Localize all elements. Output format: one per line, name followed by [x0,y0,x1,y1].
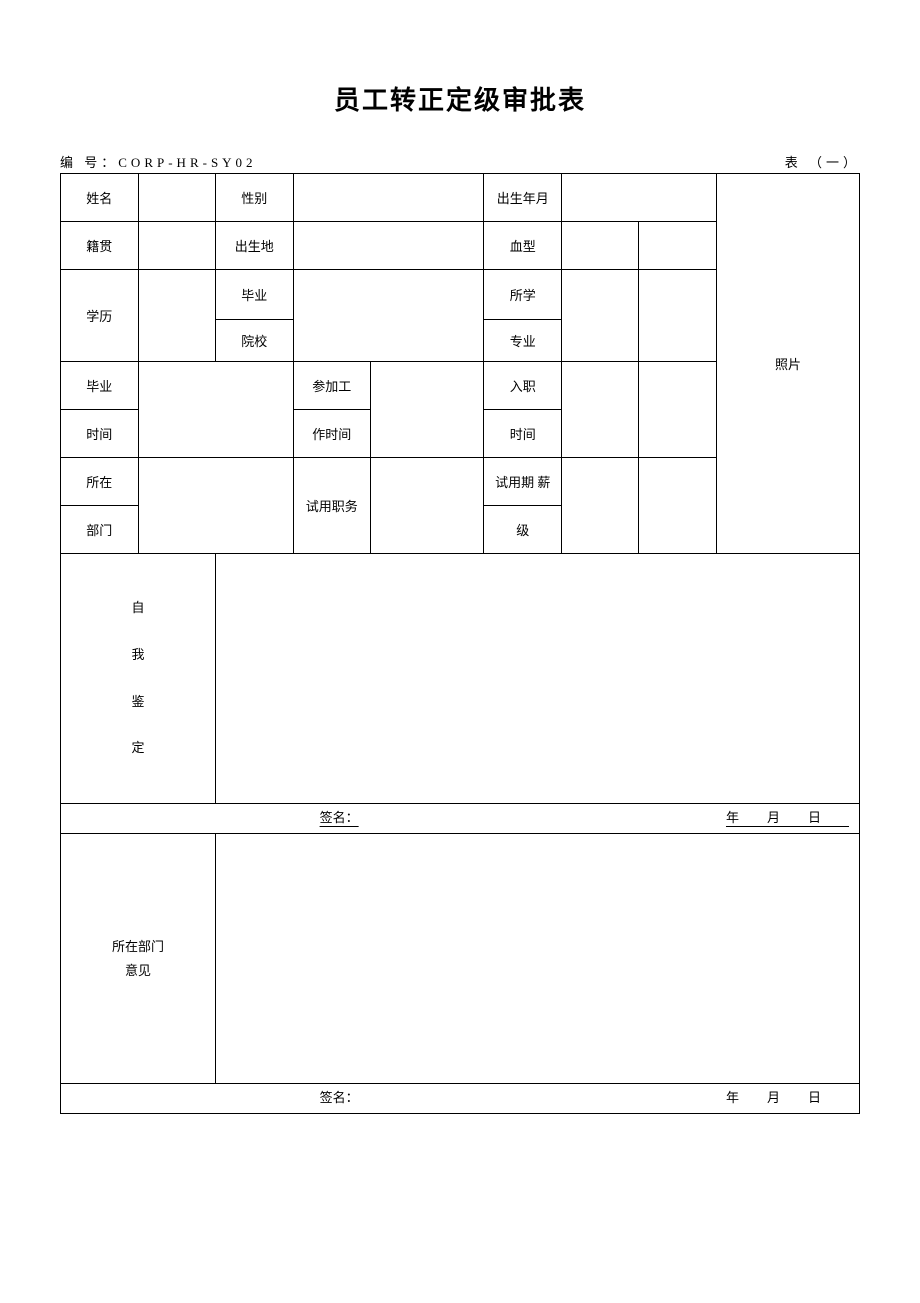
field-grad-school[interactable] [293,270,484,362]
field-major[interactable] [561,270,639,362]
date-label-2: 年月日 [569,1087,849,1106]
field-dept[interactable] [138,458,293,554]
page-title: 员工转正定级审批表 [60,80,860,117]
label-dept-opinion: 所在部门 意见 [61,834,216,1084]
field-work-time[interactable] [371,362,484,458]
self-eval-signature-row[interactable]: 签名： 年月日 [61,804,860,834]
field-name[interactable] [138,174,216,222]
table-number: 表 （一） [785,152,860,171]
label-birth-place: 出生地 [216,222,294,270]
field-self-evaluation[interactable] [216,554,860,804]
label-dept-2: 部门 [61,506,139,554]
label-native-place: 籍贯 [61,222,139,270]
label-trial-position: 试用职务 [293,458,371,554]
label-gender: 性别 [216,174,294,222]
label-grad-school-2: 院校 [216,320,294,362]
label-blood-type: 血型 [484,222,562,270]
form-code: 编 号：CORP-HR-SY02 [60,152,257,171]
field-trial-salary-extra[interactable] [639,458,717,554]
label-trial-salary-1: 试用期 薪 [484,458,562,506]
field-birth-place[interactable] [293,222,484,270]
label-work-time-1: 参加工 [293,362,371,410]
label-grad-school-1: 毕业 [216,270,294,320]
field-blood-type-extra[interactable] [639,222,717,270]
label-major-1: 所学 [484,270,562,320]
field-entry-time-extra[interactable] [639,362,717,458]
label-name: 姓名 [61,174,139,222]
label-dept-1: 所在 [61,458,139,506]
approval-form-table: 姓名 性别 出生年月 照片 籍贯 出生地 血型 学历 毕业 所学 院校 专业 毕… [60,173,860,1114]
field-entry-time[interactable] [561,362,639,458]
field-major-extra[interactable] [639,270,717,362]
field-blood-type[interactable] [561,222,639,270]
field-gender[interactable] [293,174,484,222]
field-birth-date[interactable] [561,174,716,222]
label-grad-time-1: 毕业 [61,362,139,410]
field-education[interactable] [138,270,216,362]
label-major-2: 专业 [484,320,562,362]
photo-cell[interactable]: 照片 [716,174,859,554]
date-label: 年月日 [569,807,849,826]
signature-label: 签名： [320,810,359,825]
label-self-evaluation: 自 我 鉴 定 [61,554,216,804]
label-trial-salary-2: 级 [484,506,562,554]
field-grad-time[interactable] [138,362,293,458]
label-entry-time-1: 入职 [484,362,562,410]
field-trial-salary[interactable] [561,458,639,554]
dept-opinion-signature-row[interactable]: 签名： 年月日 [61,1084,860,1114]
label-entry-time-2: 时间 [484,410,562,458]
label-birth-date: 出生年月 [484,174,562,222]
label-education: 学历 [61,270,139,362]
label-work-time-2: 作时间 [293,410,371,458]
field-native-place[interactable] [138,222,216,270]
label-grad-time-2: 时间 [61,410,139,458]
field-dept-opinion[interactable] [216,834,860,1084]
header-row: 编 号：CORP-HR-SY02 表 （一） [60,152,860,171]
field-trial-position[interactable] [371,458,484,554]
signature-label-2: 签名： [320,1090,359,1105]
